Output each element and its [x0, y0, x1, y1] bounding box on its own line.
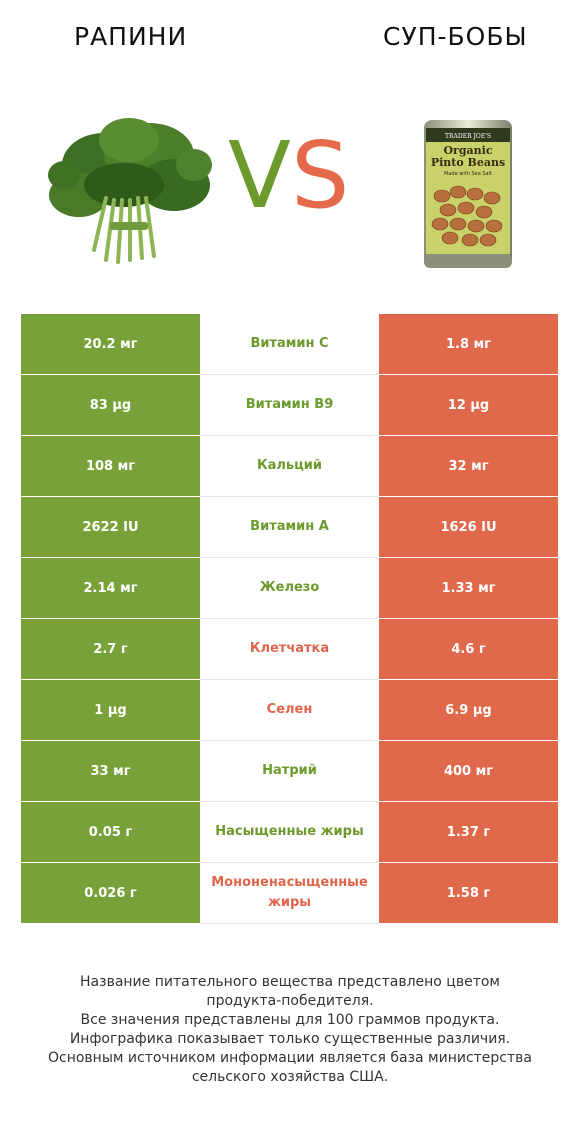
comparison-table: 20.2 мг Витамин C 1.8 мг 83 µg Витамин B9 12 …: [21, 314, 558, 924]
right-value: 1.37 г: [379, 801, 558, 863]
nutrient-name: Витамин A: [200, 496, 379, 558]
pinto-beans-can-image: TRADER JOE'S Organic Pinto Beans Made wi…: [424, 120, 512, 268]
right-value: 32 мг: [379, 435, 558, 497]
nutrient-name: Селен: [200, 679, 379, 741]
comparison-row: 83 µg Витамин B9 12 µg: [21, 374, 558, 436]
left-value: 0.026 г: [21, 862, 200, 924]
left-value: 2.14 мг: [21, 557, 200, 619]
nutrient-label: Клетчатка: [249, 641, 330, 656]
nutrient-label: Кальций: [257, 458, 322, 473]
comparison-row: 1 µg Селен 6.9 µg: [21, 679, 558, 741]
left-product-title: РАПИНИ: [74, 22, 188, 51]
comparison-row: 2622 IU Витамин A 1626 IU: [21, 496, 558, 558]
comparison-row: 2.7 г Клетчатка 4.6 г: [21, 618, 558, 680]
right-value: 4.6 г: [379, 618, 558, 680]
right-value: 1626 IU: [379, 496, 558, 558]
footer-note: Название питательного вещества представл…: [20, 973, 560, 1087]
right-value: 1.8 мг: [379, 314, 558, 375]
can-line3: Made with Sea Salt: [444, 171, 492, 177]
nutrient-label: Мононенасыщенные жиры: [211, 875, 368, 910]
left-value: 83 µg: [21, 374, 200, 436]
can-line2: Pinto Beans: [431, 156, 505, 169]
footer-line: Основным источником информации является …: [48, 1050, 532, 1066]
footer-line: продукта-победителя.: [206, 993, 374, 1009]
right-value: 1.58 г: [379, 862, 558, 924]
nutrient-label: Насыщенные жиры: [215, 824, 364, 839]
beans: [431, 185, 503, 247]
comparison-row: 33 мг Натрий 400 мг: [21, 740, 558, 802]
comparison-row: 0.026 г Мононенасыщенные жиры 1.58 г: [21, 862, 558, 924]
footer-line: Все значения представлены для 100 граммо…: [80, 1012, 500, 1028]
comparison-row: 20.2 мг Витамин C 1.8 мг: [21, 314, 558, 375]
can-brand: TRADER JOE'S: [445, 133, 491, 140]
right-product-title: СУП-БОБЫ: [383, 22, 528, 51]
nutrient-label: Витамин A: [250, 519, 329, 534]
left-value: 2622 IU: [21, 496, 200, 558]
footer-line: Инфографика показывает только существенн…: [69, 1031, 511, 1047]
right-value: 6.9 µg: [379, 679, 558, 741]
footer-line: сельского хозяйства США.: [191, 1069, 389, 1085]
can-line1: Organic: [443, 144, 492, 157]
nutrient-name: Натрий: [200, 740, 379, 802]
nutrient-name: Кальций: [200, 435, 379, 497]
nutrient-label: Железо: [259, 580, 320, 595]
nutrient-name: Клетчатка: [200, 618, 379, 680]
rapini-stems: [92, 196, 156, 264]
nutrient-label: Натрий: [262, 763, 317, 778]
rapini-leaves: [48, 118, 212, 217]
nutrient-label: Селен: [266, 702, 313, 717]
comparison-row: 108 мг Кальций 32 мг: [21, 435, 558, 497]
nutrient-name: Насыщенные жиры: [200, 801, 379, 863]
left-value: 20.2 мг: [21, 314, 200, 375]
left-value: 0.05 г: [21, 801, 200, 863]
comparison-row: 2.14 мг Железо 1.33 мг: [21, 557, 558, 619]
nutrient-name: Железо: [200, 557, 379, 619]
left-value: 1 µg: [21, 679, 200, 741]
nutrient-label: Витамин B9: [245, 397, 334, 412]
left-value: 108 мг: [21, 435, 200, 497]
rapini-image: [48, 118, 212, 264]
right-value: 12 µg: [379, 374, 558, 436]
nutrient-name: Витамин C: [200, 314, 379, 375]
footer-line: Название питательного вещества представл…: [80, 974, 500, 990]
left-value: 2.7 г: [21, 618, 200, 680]
right-value: 400 мг: [379, 740, 558, 802]
left-value: 33 мг: [21, 740, 200, 802]
nutrient-name: Мононенасыщенные жиры: [200, 862, 379, 924]
nutrient-name: Витамин B9: [200, 374, 379, 436]
nutrient-label: Витамин C: [250, 336, 329, 351]
comparison-row: 0.05 г Насыщенные жиры 1.37 г: [21, 801, 558, 863]
right-value: 1.33 мг: [379, 557, 558, 619]
vs-label: VS: [228, 122, 350, 229]
